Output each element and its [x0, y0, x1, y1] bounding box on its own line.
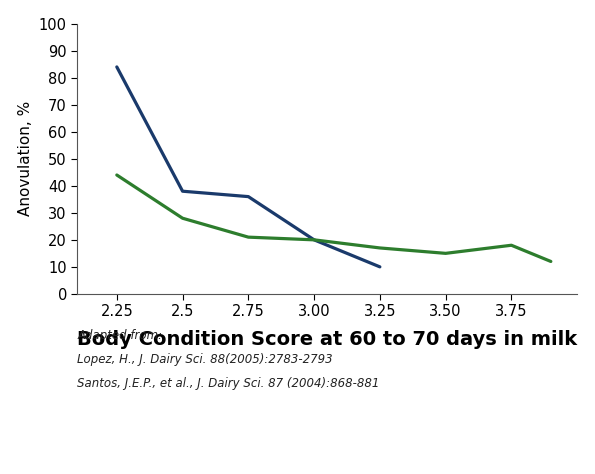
Y-axis label: Anovulation, %: Anovulation, % — [18, 101, 33, 217]
Text: Adapted from:: Adapted from: — [77, 329, 162, 342]
Text: Santos, J.E.P., et al., J. Dairy Sci. 87 (2004):868-881: Santos, J.E.P., et al., J. Dairy Sci. 87… — [77, 377, 380, 390]
Text: Lopez, H., J. Dairy Sci. 88(2005):2783-2793: Lopez, H., J. Dairy Sci. 88(2005):2783-2… — [77, 353, 333, 366]
X-axis label: Body Condition Score at 60 to 70 days in milk: Body Condition Score at 60 to 70 days in… — [77, 330, 577, 349]
